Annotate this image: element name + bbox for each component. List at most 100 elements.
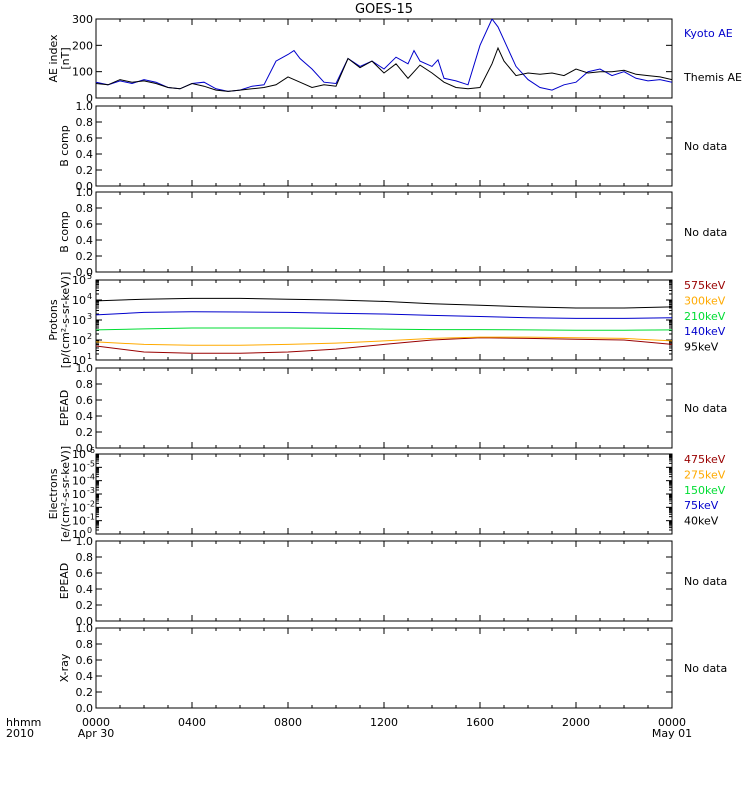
y-tick-label: 1.0 (76, 362, 94, 375)
y-axis-label-line2: [e/(cm²-s-sr-keV)] (59, 446, 72, 542)
legend-label: 40keV (684, 515, 719, 528)
y-tick-label: 0.6 (76, 567, 94, 580)
x-tick-label: 0800 (274, 716, 302, 729)
y-tick-label: 0.0 (76, 615, 94, 628)
x-tick-label: 2000 (562, 716, 590, 729)
y-tick-label: 1.0 (76, 535, 94, 548)
y-tick-label: 10 (72, 488, 86, 501)
series-line-140kev (96, 311, 672, 319)
legend-label: 140keV (684, 325, 726, 338)
y-axis-label-line2: [nT] (59, 47, 72, 69)
y-axis-label: EPEAD (58, 563, 71, 600)
y-tick-label: 10 (72, 354, 86, 367)
y-tick-exponent: 2 (87, 332, 92, 341)
legend-label: 575keV (684, 279, 726, 292)
y-tick-label: 0.8 (76, 378, 94, 391)
year-label: 2010 (6, 727, 34, 740)
y-tick-label: 10 (72, 274, 86, 287)
y-tick-exponent: -1 (87, 513, 95, 522)
y-tick-label: 0.4 (76, 670, 94, 683)
panel-frame (95, 627, 673, 709)
legend-label: 210keV (684, 310, 726, 323)
y-tick-label: 0.6 (76, 218, 94, 231)
y-tick-label: 0.6 (76, 654, 94, 667)
legend-label: Themis AE (683, 71, 742, 84)
time-format-label: hhmm (6, 716, 41, 729)
panel-1: 0 100 200 300 AE index [nT] Kyoto AE Themis AE (47, 13, 742, 105)
y-axis-label-line1: AE index (47, 34, 60, 83)
panel-frame (95, 540, 673, 622)
legend-label: 275keV (684, 468, 726, 481)
y-tick-label: 10 (72, 528, 86, 541)
legend-label: 75keV (684, 499, 719, 512)
y-tick-label: 0.6 (76, 394, 94, 407)
series-line-95kev (96, 297, 672, 309)
panel-frame (95, 453, 673, 535)
y-tick-exponent: -6 (87, 446, 95, 455)
y-axis-label-line1: Electrons (47, 468, 60, 519)
y-tick-label: 0.4 (76, 234, 94, 247)
legend-label: 300keV (684, 294, 726, 307)
panel-7: 0.0 0.2 0.4 0.6 0.8 1.0 EPEAD No data (58, 535, 727, 628)
x-tick-label: 1600 (466, 716, 494, 729)
y-tick-exponent: -3 (87, 486, 95, 495)
y-tick-exponent: 4 (87, 292, 92, 301)
y-tick-label: 10 (72, 314, 86, 327)
y-tick-label: 10 (72, 448, 86, 461)
x-tick-label: 1200 (370, 716, 398, 729)
y-tick-label: 0.2 (76, 686, 94, 699)
panel-frame (95, 279, 673, 361)
y-tick-exponent: 5 (87, 272, 92, 281)
y-tick-label: 0.0 (76, 266, 94, 279)
y-tick-label: 0.8 (76, 638, 94, 651)
legend-label: 150keV (684, 484, 726, 497)
panel-8: 0.0 0.2 0.4 0.6 0.8 1.0 X-ray No data (58, 622, 727, 715)
y-axis-label-line1: Protons (47, 299, 60, 340)
y-tick-label: 0.4 (76, 148, 94, 161)
plot-title: GOES-15 (355, 2, 413, 17)
y-tick-exponent: -2 (87, 499, 95, 508)
y-tick-label: 0.0 (76, 180, 94, 193)
no-data-note: No data (684, 575, 727, 588)
y-tick-label: 0.2 (76, 164, 94, 177)
x-tick-label: 0000 (82, 716, 110, 729)
legend-label: 95keV (684, 341, 719, 354)
panel-2: 0.0 0.2 0.4 0.6 0.8 1.0 B comp No data (58, 100, 727, 193)
y-axis-label: B comp (58, 211, 71, 253)
panel-frame (95, 191, 673, 273)
panel-frame (95, 105, 673, 187)
y-tick-label: 0.8 (76, 202, 94, 215)
no-data-note: No data (684, 402, 727, 415)
legend-label: Kyoto AE (684, 27, 733, 40)
y-tick-label: 1.0 (76, 186, 94, 199)
x-tick-label: 0400 (178, 716, 206, 729)
y-tick-label: 10 (72, 334, 86, 347)
y-tick-exponent: 0 (87, 526, 92, 535)
y-tick-label: 0.2 (76, 599, 94, 612)
y-tick-label: 100 (72, 66, 93, 79)
y-axis-label: B comp (58, 125, 71, 167)
series-line-300kev (96, 336, 672, 346)
legend-label: 475keV (684, 453, 726, 466)
series-line-themis-ae (96, 46, 672, 92)
y-tick-label: 0.8 (76, 116, 94, 129)
y-tick-label: 1.0 (76, 622, 94, 635)
y-tick-label: 0.0 (76, 702, 94, 715)
panel-5: 0.0 0.2 0.4 0.6 0.8 1.0 EPEAD No data (58, 362, 727, 455)
y-tick-label: 10 (72, 475, 86, 488)
y-tick-label: 10 (72, 515, 86, 528)
y-axis-label-line2: [p/(cm²-s-sr-keV)] (59, 272, 72, 369)
series-line-575kev (96, 337, 672, 354)
y-tick-exponent: 3 (87, 312, 92, 321)
y-tick-label: 300 (72, 13, 93, 26)
x-date-label: May 01 (652, 727, 692, 740)
y-tick-label: 200 (72, 39, 93, 52)
y-tick-label: 0 (86, 92, 93, 105)
y-axis-label: X-ray (58, 653, 71, 682)
panel-frame (95, 18, 673, 99)
no-data-note: No data (684, 662, 727, 675)
series-line-kyoto-ae (96, 19, 672, 92)
